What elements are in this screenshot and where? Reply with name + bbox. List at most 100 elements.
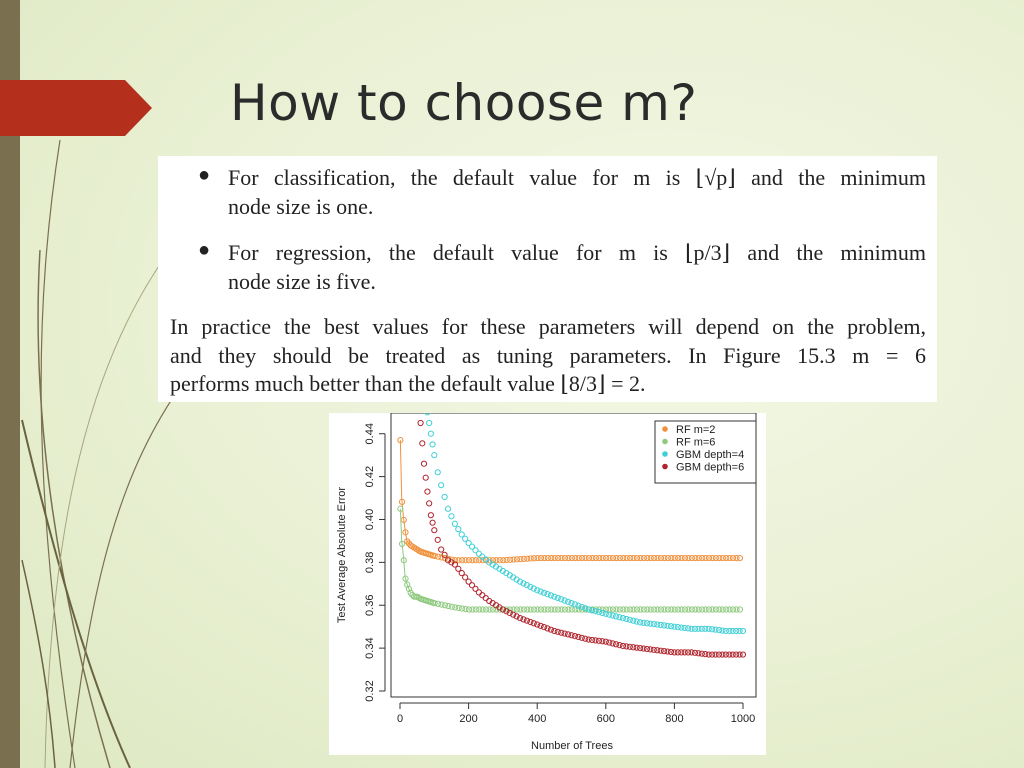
- data-point: [726, 627, 733, 635]
- data-point: [445, 602, 452, 610]
- data-point: [582, 605, 589, 612]
- data-point: [434, 469, 441, 476]
- data-point: [398, 540, 406, 548]
- data-point: [479, 592, 486, 599]
- data-point: [451, 561, 458, 568]
- data-point: [661, 554, 668, 562]
- data-point: [561, 597, 568, 604]
- data-point: [568, 606, 575, 613]
- data-point: [661, 606, 668, 613]
- data-point: [558, 629, 565, 636]
- data-point: [429, 519, 436, 526]
- data-point: [585, 554, 593, 562]
- data-point: [626, 643, 633, 650]
- data-point: [419, 440, 426, 447]
- data-point: [657, 554, 665, 562]
- data-point: [705, 606, 713, 613]
- data-point: [544, 590, 551, 598]
- data-point: [733, 651, 740, 658]
- data-point: [616, 606, 623, 613]
- data-point: [544, 625, 551, 632]
- data-point: [527, 555, 534, 562]
- data-point: [705, 625, 712, 632]
- data-point: [554, 594, 561, 602]
- data-point: [637, 619, 644, 626]
- data-point: [540, 624, 548, 631]
- data-point: [650, 646, 657, 653]
- data-point: [685, 625, 692, 632]
- data-point: [455, 565, 462, 572]
- data-point: [434, 553, 442, 560]
- data-point: [681, 624, 688, 632]
- data-point: [723, 606, 730, 613]
- data-point: [585, 606, 592, 613]
- data-point: [627, 554, 634, 562]
- data-point: [667, 648, 675, 656]
- legend-marker: [662, 426, 668, 432]
- data-point: [405, 540, 413, 547]
- data-point: [699, 606, 706, 613]
- data-point: [719, 651, 726, 658]
- data-point: [578, 603, 585, 611]
- data-point: [555, 606, 562, 613]
- x-tick-label: 600: [597, 713, 615, 725]
- data-point: [493, 557, 500, 564]
- data-point: [523, 617, 531, 624]
- data-point: [551, 606, 558, 613]
- data-point: [592, 608, 599, 615]
- data-point: [698, 650, 705, 657]
- data-point: [712, 554, 720, 562]
- data-point: [637, 645, 644, 652]
- data-point: [507, 556, 514, 563]
- data-point: [633, 644, 640, 651]
- data-point: [429, 441, 436, 448]
- data-point: [671, 649, 678, 656]
- data-point: [510, 611, 517, 618]
- data-point: [448, 603, 455, 610]
- data-point: [688, 606, 695, 613]
- data-point: [589, 554, 596, 562]
- data-point: [739, 627, 747, 635]
- data-point: [465, 606, 473, 613]
- series-rf-m2: [397, 437, 744, 564]
- data-point: [486, 557, 493, 564]
- data-point: [643, 620, 651, 627]
- data-point: [537, 588, 544, 595]
- data-point: [444, 505, 452, 512]
- data-point: [554, 628, 561, 635]
- data-point: [531, 555, 538, 562]
- data-point: [729, 606, 737, 613]
- decorative-grass-lines: [21, 139, 186, 768]
- data-point: [726, 554, 733, 562]
- data-point: [575, 633, 582, 641]
- legend-label: GBM depth=6: [676, 462, 744, 474]
- data-point: [619, 642, 627, 650]
- y-tick-label: 0.40: [364, 509, 376, 530]
- data-point: [596, 606, 603, 613]
- y-axis-title: Test Average Absolute Error: [336, 487, 348, 623]
- data-point: [643, 645, 651, 653]
- series-gbm-depth6: [417, 419, 747, 658]
- data-point: [719, 554, 726, 562]
- data-point: [602, 610, 609, 617]
- data-point: [633, 618, 640, 625]
- data-point: [500, 557, 507, 564]
- data-point: [661, 648, 668, 655]
- data-point: [637, 554, 644, 562]
- data-point: [654, 647, 661, 654]
- data-point: [571, 633, 579, 640]
- data-point: [623, 606, 630, 613]
- paragraph-line: performs much better than the default va…: [170, 371, 646, 396]
- data-point: [520, 580, 527, 587]
- data-point: [702, 606, 709, 613]
- data-point: [565, 606, 572, 613]
- data-point: [667, 623, 675, 630]
- data-point: [448, 513, 455, 520]
- data-point: [575, 554, 582, 562]
- data-point: [561, 630, 568, 637]
- legend-label: RF m=6: [676, 437, 715, 449]
- data-point: [685, 554, 692, 562]
- data-point: [398, 498, 406, 505]
- chart-canvas: 0 200 400 600 800 1000 0.32 0.34 0.36 0.38 0.40 0.4…: [336, 413, 757, 752]
- data-point: [531, 606, 538, 613]
